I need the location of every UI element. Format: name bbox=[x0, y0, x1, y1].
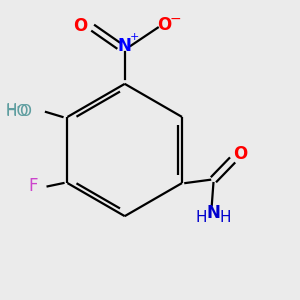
Text: +: + bbox=[129, 32, 139, 42]
Text: ·: · bbox=[15, 100, 20, 116]
Text: N: N bbox=[206, 204, 220, 222]
Text: HO: HO bbox=[6, 104, 29, 119]
Text: H: H bbox=[219, 210, 231, 225]
Text: H: H bbox=[195, 210, 207, 225]
Text: −: − bbox=[169, 11, 181, 26]
Text: O: O bbox=[20, 104, 32, 119]
Text: N: N bbox=[118, 37, 132, 55]
Text: O: O bbox=[74, 17, 88, 35]
Text: O: O bbox=[233, 145, 248, 163]
Text: O: O bbox=[157, 16, 172, 34]
Text: F: F bbox=[28, 177, 38, 195]
Text: H: H bbox=[5, 103, 17, 118]
